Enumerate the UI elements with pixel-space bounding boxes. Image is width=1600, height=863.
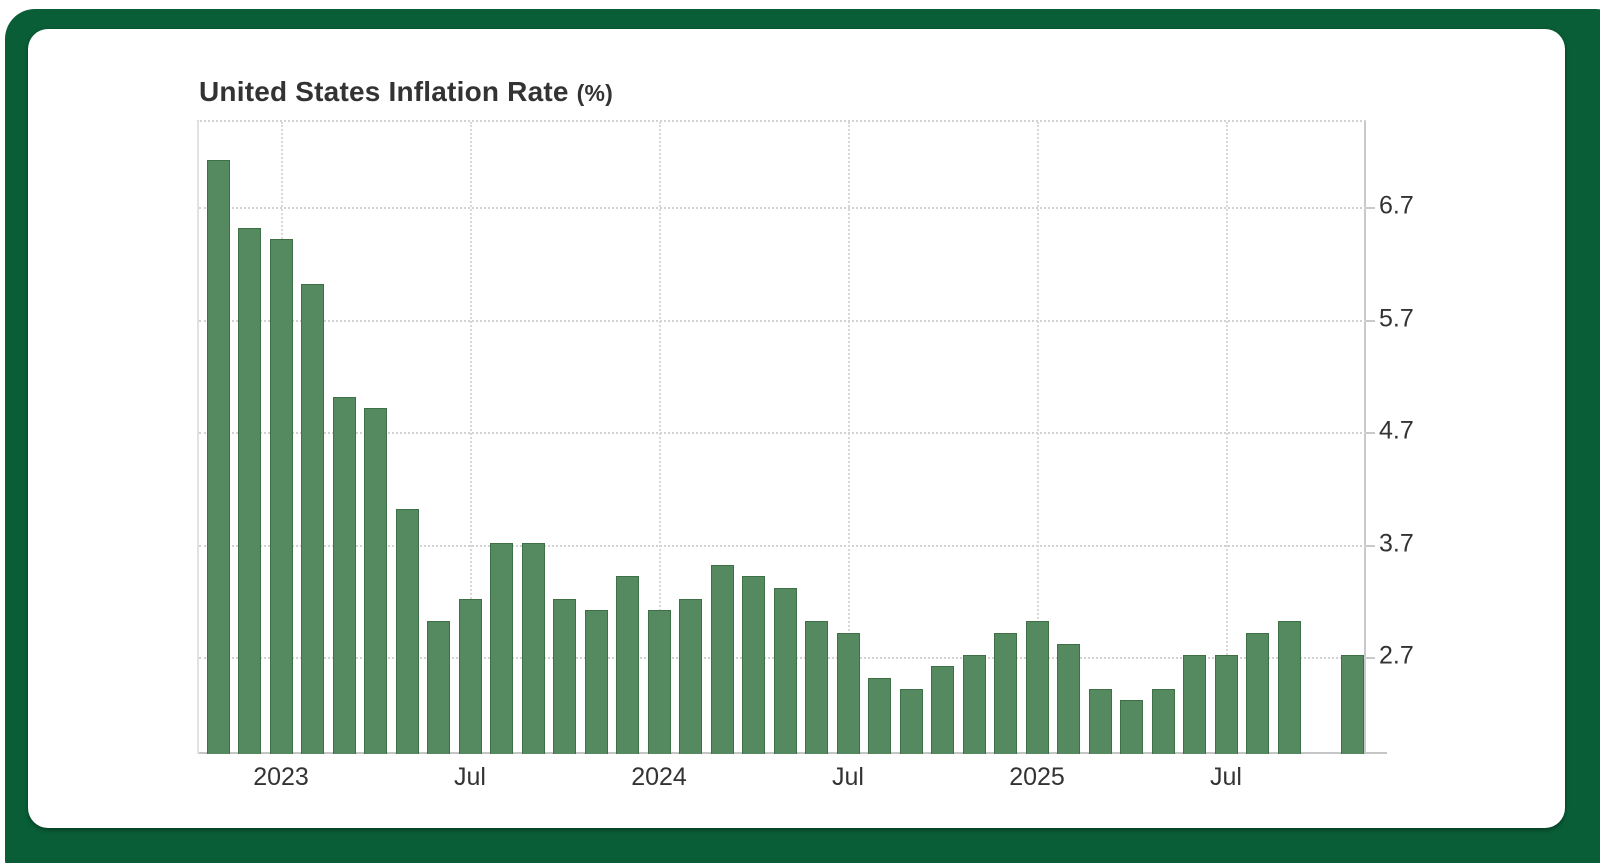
- bar-2025-11[interactable]: [1340, 655, 1364, 754]
- bar-2024-10[interactable]: [931, 666, 954, 754]
- bar-2025-05[interactable]: [1151, 688, 1175, 754]
- bar-2023-01[interactable]: [269, 239, 293, 754]
- gridline-h: [199, 319, 1366, 322]
- gridline-h: [199, 544, 1366, 547]
- y-axis-tick: [1366, 319, 1375, 322]
- y-tick-label: 3.7: [1379, 528, 1414, 557]
- bar-2022-11[interactable]: [206, 160, 230, 754]
- x-tick-label: 2024: [631, 763, 687, 791]
- chart-title-text: United States Inflation Rate: [199, 76, 569, 107]
- y-axis-tick: [1366, 657, 1375, 660]
- gridline-v: [470, 122, 472, 754]
- bar-2024-03[interactable]: [710, 565, 734, 754]
- bar-2023-10[interactable]: [553, 598, 576, 754]
- bar-2023-09[interactable]: [521, 542, 545, 754]
- bar-2025-04[interactable]: [1120, 700, 1143, 754]
- bar-2025-09[interactable]: [1277, 621, 1301, 754]
- bar-2024-07[interactable]: [836, 632, 860, 754]
- x-tick-label: Jul: [832, 763, 864, 791]
- bar-2025-08[interactable]: [1246, 632, 1269, 754]
- bar-2023-07[interactable]: [458, 598, 482, 754]
- y-tick-label: 6.7: [1379, 191, 1414, 220]
- bar-2024-02[interactable]: [679, 598, 702, 754]
- bar-2022-12[interactable]: [238, 227, 261, 754]
- bar-2023-06[interactable]: [427, 621, 450, 754]
- bar-2023-05[interactable]: [395, 508, 419, 754]
- bar-2024-04[interactable]: [742, 576, 765, 754]
- chart-card: United States Inflation Rate (%) 6.7 5.7 4…: [28, 29, 1565, 828]
- y-tick-label: 2.7: [1379, 641, 1414, 670]
- bar-2024-09[interactable]: [899, 688, 923, 754]
- y-axis-tick: [1366, 432, 1375, 435]
- bar-2024-08[interactable]: [868, 677, 891, 754]
- x-tick-label: Jul: [1210, 763, 1242, 791]
- bar-2024-11[interactable]: [962, 655, 986, 754]
- x-tick-label: Jul: [454, 763, 486, 791]
- bar-2024-01[interactable]: [647, 610, 671, 754]
- gridline-v: [1037, 122, 1039, 754]
- plot-area[interactable]: 6.7 5.7 4.7 3.7 2.7 2023 Jul 2024 Jul 2025 Jul: [197, 120, 1414, 791]
- chart-title-unit: (%): [576, 80, 614, 106]
- y-tick-label: 4.7: [1379, 416, 1414, 445]
- bar-2024-05[interactable]: [773, 587, 797, 754]
- gridline-v: [848, 122, 850, 754]
- gridline-h: [199, 432, 1366, 435]
- bar-2024-12[interactable]: [994, 632, 1017, 754]
- bar-2025-02[interactable]: [1057, 643, 1080, 754]
- gridline-h: [199, 207, 1366, 210]
- y-axis-tick: [1366, 207, 1375, 210]
- bar-2023-12[interactable]: [616, 576, 639, 754]
- bar-2023-02[interactable]: [301, 284, 324, 754]
- gridline-v: [1226, 122, 1228, 754]
- x-tick-label: 2023: [253, 763, 309, 791]
- bar-2025-01[interactable]: [1025, 621, 1049, 754]
- bar-2023-08[interactable]: [490, 542, 513, 754]
- y-tick-label: 5.7: [1379, 304, 1414, 333]
- bar-2025-07[interactable]: [1214, 655, 1238, 754]
- y-axis-line: [1364, 122, 1366, 754]
- bar-2023-03[interactable]: [332, 396, 356, 754]
- bar-2025-06[interactable]: [1183, 655, 1206, 754]
- gridline-v: [659, 122, 661, 754]
- x-tick-label: 2025: [1009, 763, 1065, 791]
- bar-2023-04[interactable]: [364, 407, 387, 754]
- chart-title: United States Inflation Rate (%): [199, 76, 613, 108]
- bar-2025-03[interactable]: [1088, 688, 1112, 754]
- y-axis-tick: [1366, 544, 1375, 547]
- bar-2024-06[interactable]: [805, 621, 828, 754]
- bar-2023-11[interactable]: [584, 610, 608, 754]
